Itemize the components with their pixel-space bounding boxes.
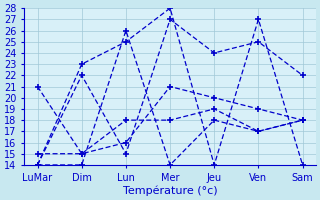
- X-axis label: Température (°c): Température (°c): [123, 185, 217, 196]
